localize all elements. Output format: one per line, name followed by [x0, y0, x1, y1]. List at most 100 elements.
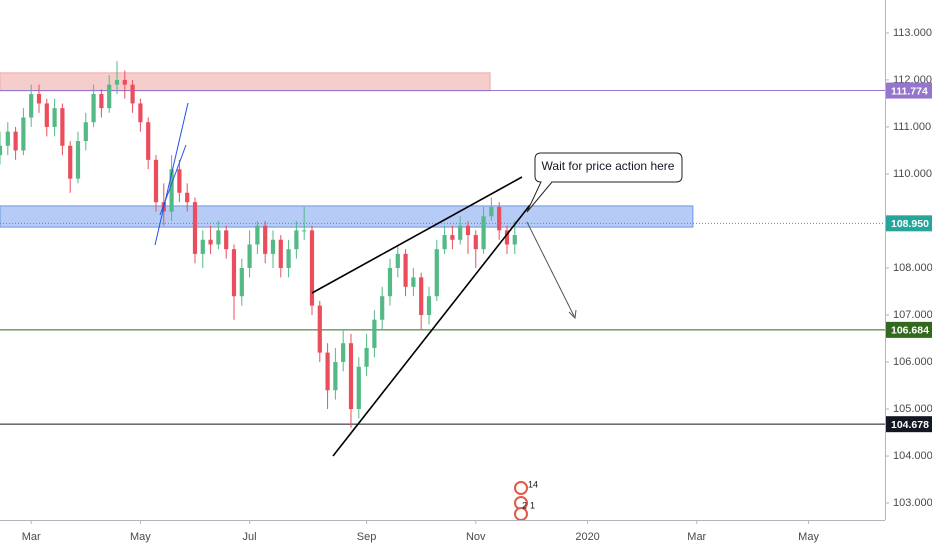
wedge-upper-line: [311, 176, 523, 294]
candle-body: [169, 169, 174, 212]
candles: [0, 61, 517, 428]
level-label-box: [886, 82, 932, 99]
candle-body: [458, 225, 463, 240]
candle-body: [208, 239, 213, 245]
candle-body: [473, 235, 478, 250]
candle-body: [13, 131, 18, 151]
callout-text: Wait for price action here: [542, 159, 675, 173]
candle-body: [419, 277, 424, 316]
candle-body: [5, 131, 10, 146]
candle-body: [29, 94, 34, 118]
level-label-box: [886, 215, 932, 232]
levels: [0, 90, 885, 425]
candle-body: [426, 296, 432, 316]
candle-body: [302, 230, 307, 232]
candle-body: [231, 249, 237, 297]
candle-body: [0, 145, 3, 156]
trend-line: [159, 144, 187, 216]
candle-body: [356, 366, 361, 410]
y-tick-label: 105.000: [893, 403, 932, 415]
candle-body: [107, 84, 112, 109]
y-tick-label: 106.000: [893, 356, 932, 368]
level-label: 111.774: [891, 85, 928, 97]
candle-body: [489, 206, 494, 217]
candle-body: [44, 103, 49, 127]
candle-body: [364, 347, 369, 367]
y-tick-label: 113.000: [893, 27, 932, 39]
candle-body: [130, 84, 135, 104]
candle-body: [60, 108, 65, 146]
candle-body: [200, 239, 205, 254]
y-tick-label: 110.000: [893, 168, 932, 180]
candle-body: [138, 103, 143, 123]
event-label: 1: [530, 500, 535, 510]
candle-body: [333, 362, 338, 391]
candle-body: [411, 277, 416, 287]
event-label: 2: [522, 500, 527, 510]
candle-body: [192, 202, 198, 254]
candle-body: [465, 225, 471, 236]
candle-body: [122, 79, 127, 85]
candle-body: [442, 235, 447, 250]
x-tick-label: May: [798, 531, 819, 543]
x-tick-label: 2020: [575, 531, 599, 543]
zone: [0, 205, 694, 228]
zone: [0, 72, 491, 92]
candle-body: [75, 141, 81, 179]
candle-body: [185, 192, 190, 203]
candle-body: [403, 253, 408, 287]
y-tick-label: 104.000: [893, 450, 932, 462]
candle-body: [450, 235, 455, 240]
candle-body: [114, 79, 120, 85]
x-tick-label: Nov: [466, 531, 486, 543]
level-label: 106.684: [891, 325, 929, 337]
arrow: [526, 221, 576, 319]
candle-body: [247, 244, 252, 268]
candle-body: [263, 225, 268, 254]
candle-body: [395, 253, 400, 268]
candle-body: [286, 249, 291, 268]
x-tick-label: May: [130, 531, 151, 543]
level-label-box: [886, 321, 932, 338]
candle-body: [255, 225, 260, 245]
event-icon: [514, 481, 528, 495]
callout-box: [526, 152, 683, 213]
level-label: 108.950: [891, 218, 929, 230]
candle-body: [270, 239, 276, 254]
y-tick-label: 107.000: [893, 309, 932, 321]
wedge-lower-line: [332, 204, 531, 457]
candle-body: [341, 343, 346, 363]
candle-body: [380, 296, 385, 320]
candle-body: [146, 122, 151, 160]
y-tick-label: 108.000: [893, 262, 932, 274]
candle-body: [153, 159, 159, 203]
x-tick-label: Jul: [243, 531, 257, 543]
candle-body: [309, 230, 315, 306]
candle-body: [497, 206, 502, 231]
candle-body: [317, 305, 322, 353]
candle-body: [83, 122, 88, 142]
level-label: 104.678: [891, 419, 929, 431]
axes: 103.000 104.000 105.000 106.000 107.000 108.0…: [22, 27, 932, 543]
candle-body: [348, 343, 354, 410]
candle-body: [36, 94, 42, 104]
candle-body: [387, 267, 393, 297]
trend-line: [154, 102, 189, 246]
candle-body: [239, 267, 244, 297]
candle-body: [91, 94, 96, 123]
candle-body: [52, 108, 57, 127]
candle-body: [68, 145, 73, 179]
candle-body: [481, 216, 486, 250]
x-tick-label: Sep: [357, 531, 377, 543]
candle-body: [177, 169, 182, 193]
candle-body: [372, 319, 377, 348]
candle-body: [325, 352, 330, 391]
level-label-box: [886, 416, 932, 433]
y-tick-label: 111.000: [893, 121, 931, 133]
candle-body: [294, 230, 299, 250]
x-tick-label: Mar: [22, 531, 41, 543]
candle-body: [434, 249, 439, 297]
